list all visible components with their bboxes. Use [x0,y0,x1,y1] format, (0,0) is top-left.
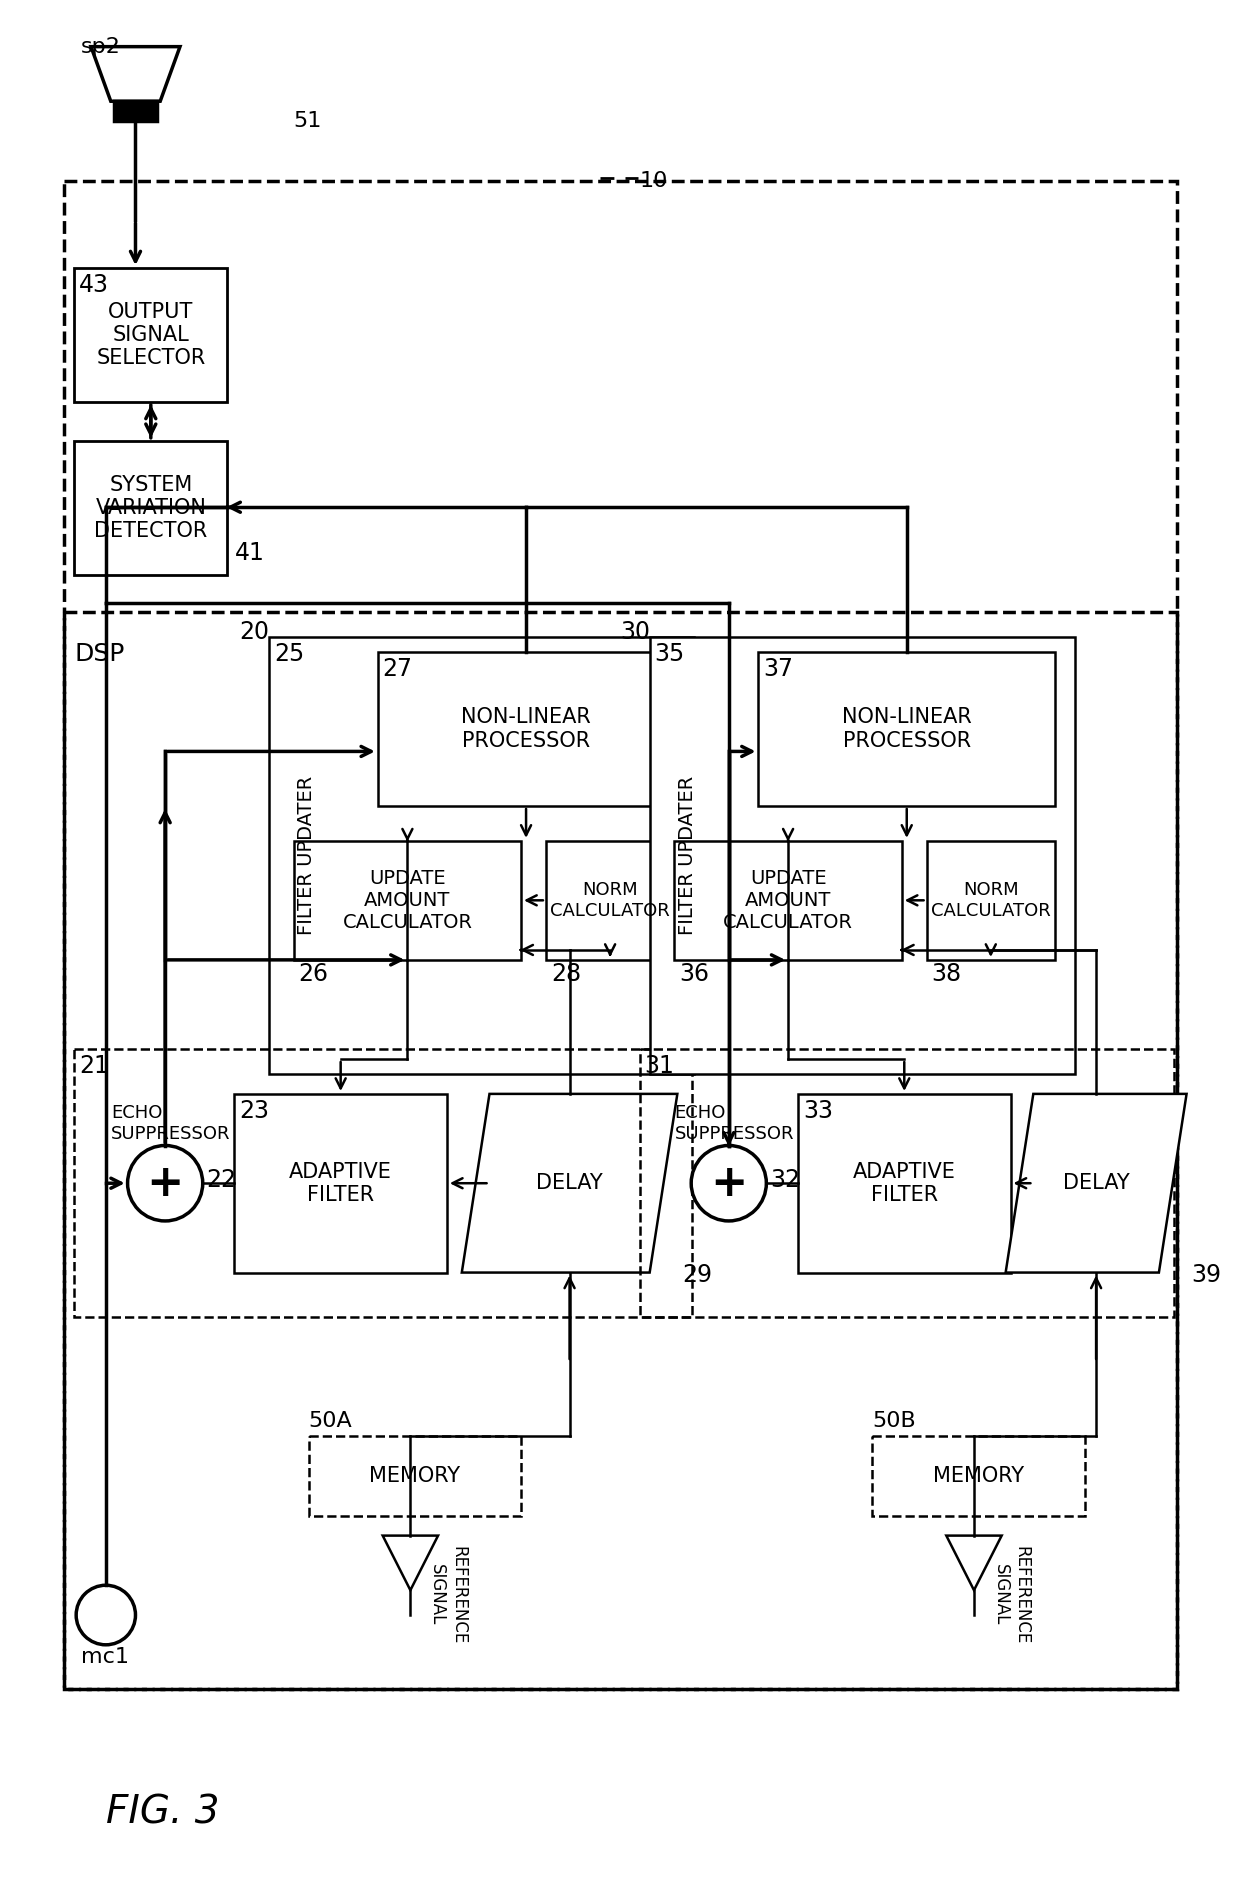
Text: 41: 41 [236,542,265,564]
Text: OUTPUT
SIGNAL
SELECTOR: OUTPUT SIGNAL SELECTOR [97,302,206,368]
Text: 33: 33 [804,1098,833,1123]
Polygon shape [461,1094,677,1272]
Text: ADAPTIVE
FILTER: ADAPTIVE FILTER [853,1162,956,1204]
Text: 21: 21 [79,1055,109,1077]
Text: SYSTEM
VARIATION
DETECTOR: SYSTEM VARIATION DETECTOR [94,474,207,542]
Text: 43: 43 [79,274,109,296]
Circle shape [128,1145,202,1221]
Text: 20: 20 [239,621,269,643]
Bar [114,102,157,121]
Text: ADAPTIVE
FILTER: ADAPTIVE FILTER [289,1162,392,1204]
Text: +: + [146,1162,184,1204]
Text: NORM
CALCULATOR: NORM CALCULATOR [931,881,1050,919]
Text: DELAY: DELAY [536,1174,603,1193]
Text: UPDATE
AMOUNT
CALCULATOR: UPDATE AMOUNT CALCULATOR [342,868,472,932]
Bar [650,638,1075,1074]
Text: NORM
CALCULATOR: NORM CALCULATOR [551,881,670,919]
Bar [872,1436,1085,1515]
Bar [74,268,227,402]
Bar [74,1049,692,1317]
Text: 50A: 50A [309,1411,352,1432]
Text: 51: 51 [294,111,322,132]
Text: FILTER UPDATER: FILTER UPDATER [678,776,697,936]
Bar [378,653,675,806]
Polygon shape [383,1536,438,1591]
Circle shape [691,1145,766,1221]
Text: 23: 23 [239,1098,269,1123]
Text: 28: 28 [551,962,580,985]
Text: 37: 37 [764,657,794,681]
Bar [799,1094,1011,1272]
Text: FILTER UPDATER: FILTER UPDATER [298,776,316,936]
Text: NON-LINEAR
PROCESSOR: NON-LINEAR PROCESSOR [461,708,591,751]
Text: 36: 36 [680,962,709,985]
Polygon shape [1006,1094,1187,1272]
Text: DELAY: DELAY [1063,1174,1130,1193]
Text: 50B: 50B [872,1411,916,1432]
Text: MEMORY: MEMORY [370,1466,460,1487]
Text: 39: 39 [1192,1262,1221,1287]
Bar [309,1436,521,1515]
Text: 32: 32 [770,1168,800,1193]
Text: 10: 10 [640,170,668,191]
Text: mc1: mc1 [81,1647,129,1666]
Bar [546,842,675,960]
Bar [234,1094,446,1272]
Text: 29: 29 [682,1262,712,1287]
Bar [269,638,694,1074]
Bar [64,613,1177,1689]
Text: 38: 38 [931,962,961,985]
Text: FIG. 3: FIG. 3 [105,1795,219,1832]
Text: 26: 26 [299,962,329,985]
Text: ECHO
SUPPRESSOR: ECHO SUPPRESSOR [110,1104,231,1144]
Text: sp2: sp2 [81,36,122,57]
Polygon shape [946,1536,1002,1591]
Polygon shape [91,47,180,102]
Text: ECHO
SUPPRESSOR: ECHO SUPPRESSOR [675,1104,794,1144]
Text: REFERENCE
SIGNAL: REFERENCE SIGNAL [428,1545,467,1644]
Circle shape [76,1585,135,1645]
Bar [64,181,1177,1689]
Bar [926,842,1055,960]
Text: 30: 30 [620,621,650,643]
Text: 35: 35 [655,642,684,666]
Text: REFERENCE
SIGNAL: REFERENCE SIGNAL [992,1545,1030,1644]
Text: 25: 25 [274,642,304,666]
Bar [294,842,521,960]
Text: UPDATE
AMOUNT
CALCULATOR: UPDATE AMOUNT CALCULATOR [723,868,853,932]
Bar [640,1049,1174,1317]
Bar [74,442,227,576]
Text: MEMORY: MEMORY [932,1466,1024,1487]
Text: DSP: DSP [74,642,124,666]
Text: NON-LINEAR
PROCESSOR: NON-LINEAR PROCESSOR [842,708,972,751]
Bar [759,653,1055,806]
Text: 27: 27 [383,657,413,681]
Text: 31: 31 [645,1055,675,1077]
Text: +: + [711,1162,748,1204]
Text: 22: 22 [207,1168,237,1193]
Bar [675,842,901,960]
